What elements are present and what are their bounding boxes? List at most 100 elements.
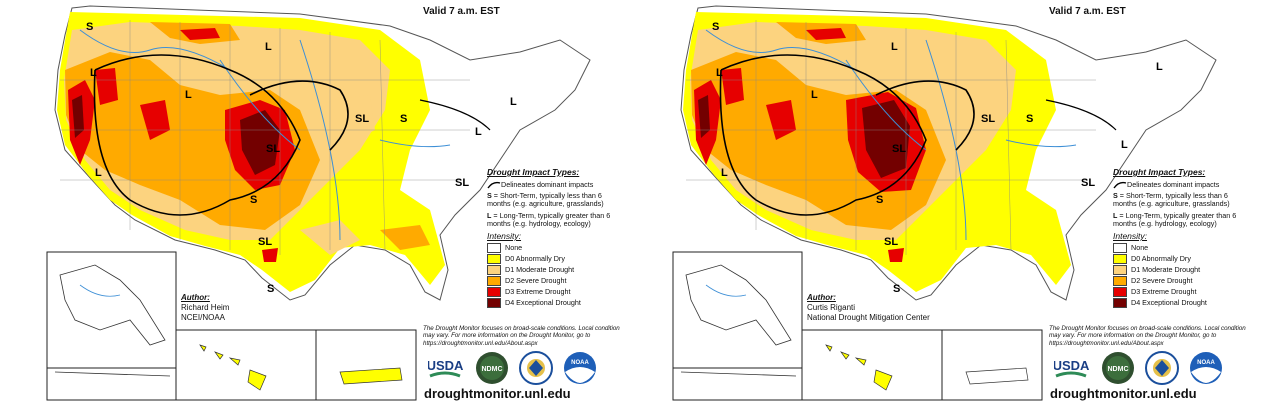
hawaii-inset bbox=[801, 329, 943, 401]
site-url[interactable]: droughtmonitor.unl.edu bbox=[1050, 386, 1197, 401]
swatch-d1 bbox=[487, 264, 501, 275]
legend-d4: D4 Exceptional Drought bbox=[487, 297, 620, 308]
drought-map-left: S L L L SL L SL S L L SL S SL S L S Vali… bbox=[0, 0, 620, 412]
legend-none: None bbox=[1113, 242, 1246, 253]
legend: Drought Impact Types: Delineates dominan… bbox=[487, 167, 620, 308]
author-org: NCEI/NOAA bbox=[181, 313, 226, 322]
legend-d0: D0 Abnormally Dry bbox=[487, 253, 620, 264]
impact-line-icon bbox=[1113, 181, 1127, 189]
s-key: S bbox=[1113, 191, 1118, 201]
swatch-d4 bbox=[1113, 297, 1127, 308]
impact-label: L bbox=[1156, 61, 1163, 73]
ndmc-logo: NDMC bbox=[476, 352, 508, 384]
svg-text:USDA: USDA bbox=[428, 358, 464, 373]
ndmc-logo: NDMC bbox=[1102, 352, 1134, 384]
legend-d4: D4 Exceptional Drought bbox=[1113, 297, 1246, 308]
impact-types-title: Drought Impact Types: bbox=[487, 167, 580, 177]
impact-label: S bbox=[86, 21, 93, 33]
author-name: Curtis Riganti bbox=[807, 303, 856, 312]
logos-row: USDA NDMC NOAA bbox=[1054, 351, 1222, 385]
short-term-row: S = Short-Term, typically less than 6 mon… bbox=[1113, 191, 1246, 209]
valid-time: Valid 7 a.m. EST bbox=[423, 6, 500, 17]
delineates-text: Delineates dominant impacts bbox=[1127, 179, 1220, 189]
legend-d3: D3 Extreme Drought bbox=[1113, 286, 1246, 297]
impact-label: L bbox=[510, 96, 517, 108]
impact-label: L bbox=[716, 67, 723, 79]
short-term-row: S = Short-Term, typically less than 6 mon… bbox=[487, 191, 620, 209]
commerce-seal-logo bbox=[1145, 351, 1179, 385]
impact-label: S bbox=[712, 21, 719, 33]
usda-logo: USDA bbox=[1054, 354, 1090, 382]
legend: Drought Impact Types: Delineates dominan… bbox=[1113, 167, 1246, 308]
impact-label: SL bbox=[884, 236, 898, 248]
author-title: Author: bbox=[181, 293, 210, 302]
delineates-row: Delineates dominant impacts bbox=[487, 179, 620, 189]
intensity-title: Intensity: bbox=[487, 231, 522, 242]
swatch-d0 bbox=[487, 253, 501, 264]
author-title: Author: bbox=[807, 293, 836, 302]
noaa-logo: NOAA bbox=[564, 352, 596, 384]
impact-label: S bbox=[267, 283, 274, 295]
drought-map-right: S L L L SL L SL S L L SL S SL S L Valid … bbox=[626, 0, 1246, 412]
swatch-none bbox=[487, 242, 501, 253]
impact-label: L bbox=[265, 41, 272, 53]
long-term-row: L = Long-Term, typically greater than 6 m… bbox=[1113, 210, 1246, 229]
impact-line-icon bbox=[487, 181, 501, 189]
noaa-logo: NOAA bbox=[1190, 352, 1222, 384]
us-map-right: S L L L SL L SL S L L SL S SL S L bbox=[672, 5, 1217, 401]
author-name: Richard Heim bbox=[181, 303, 230, 312]
intensity-title: Intensity: bbox=[1113, 231, 1148, 242]
svg-text:NDMC: NDMC bbox=[482, 366, 503, 373]
site-url[interactable]: droughtmonitor.unl.edu bbox=[424, 386, 571, 401]
impact-label: S bbox=[1026, 113, 1033, 125]
disclaimer-note: The Drought Monitor focuses on broad-sca… bbox=[1049, 325, 1246, 347]
l-key: L bbox=[1113, 210, 1118, 220]
swatch-d3 bbox=[487, 286, 501, 297]
author-block: Author: Curtis Riganti National Drought … bbox=[807, 293, 930, 323]
swatch-d3 bbox=[1113, 286, 1127, 297]
svg-text:NDMC: NDMC bbox=[1108, 366, 1129, 373]
delineates-row: Delineates dominant impacts bbox=[1113, 179, 1246, 189]
delineates-text: Delineates dominant impacts bbox=[501, 179, 594, 189]
legend-d1: D1 Moderate Drought bbox=[487, 264, 620, 275]
impact-types-title: Drought Impact Types: bbox=[1113, 167, 1206, 177]
impact-label: L bbox=[185, 89, 192, 101]
disclaimer-note: The Drought Monitor focuses on broad-sca… bbox=[423, 325, 620, 347]
logos-row: USDA NDMC NOAA bbox=[428, 351, 596, 385]
legend-d3: D3 Extreme Drought bbox=[487, 286, 620, 297]
swatch-d4 bbox=[487, 297, 501, 308]
swatch-d0 bbox=[1113, 253, 1127, 264]
legend-d0: D0 Abnormally Dry bbox=[1113, 253, 1246, 264]
impact-label: SL bbox=[258, 236, 272, 248]
impact-label: SL bbox=[892, 143, 906, 155]
commerce-seal-logo bbox=[519, 351, 553, 385]
us-map-left: S L L L SL L SL S L L SL S SL S L S bbox=[46, 5, 591, 401]
impact-label: L bbox=[475, 126, 482, 138]
impact-label: SL bbox=[981, 113, 995, 125]
impact-label: L bbox=[811, 89, 818, 101]
swatch-d2 bbox=[1113, 275, 1127, 286]
swatch-none bbox=[1113, 242, 1127, 253]
impact-label: SL bbox=[266, 143, 280, 155]
legend-d1: D1 Moderate Drought bbox=[1113, 264, 1246, 275]
long-term-row: L = Long-Term, typically greater than 6 m… bbox=[487, 210, 620, 229]
legend-d2: D2 Severe Drought bbox=[487, 275, 620, 286]
legend-none: None bbox=[487, 242, 620, 253]
impact-label: SL bbox=[355, 113, 369, 125]
impact-label: L bbox=[95, 167, 102, 179]
impact-label: L bbox=[891, 41, 898, 53]
swatch-d1 bbox=[1113, 264, 1127, 275]
l-key: L bbox=[487, 210, 492, 220]
puerto-rico-inset bbox=[941, 329, 1043, 401]
author-block: Author: Richard Heim NCEI/NOAA bbox=[181, 293, 229, 323]
svg-text:USDA: USDA bbox=[1054, 358, 1090, 373]
l-text: = Long-Term, typically greater than 6 mo… bbox=[487, 210, 611, 228]
impact-label: S bbox=[400, 113, 407, 125]
svg-text:NOAA: NOAA bbox=[1197, 360, 1215, 366]
impact-label: L bbox=[721, 167, 728, 179]
s-key: S bbox=[487, 191, 492, 201]
impact-label: S bbox=[893, 283, 900, 295]
author-org: National Drought Mitigation Center bbox=[807, 313, 930, 322]
impact-label: S bbox=[250, 194, 257, 206]
usda-logo: USDA bbox=[428, 354, 464, 382]
